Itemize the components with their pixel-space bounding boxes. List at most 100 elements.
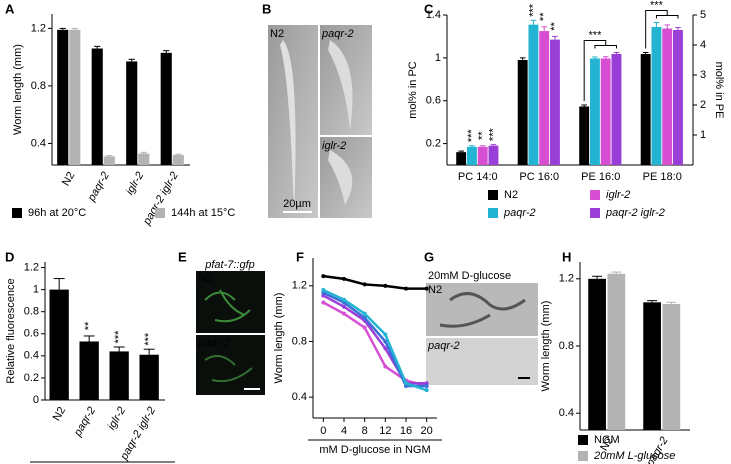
x-tick-label: N2 <box>51 405 68 423</box>
y-tick-label: 0.6 <box>24 328 39 340</box>
point <box>342 304 346 309</box>
bar <box>589 58 600 165</box>
y-axis-label: Worm length (mm) <box>273 293 285 384</box>
significance: ** <box>538 12 550 21</box>
legend-label: paqr-2 <box>503 207 536 219</box>
x-tick-label: 0 <box>320 425 326 437</box>
image-label: paqr-2 <box>197 337 230 349</box>
significance: ** <box>477 131 489 140</box>
image-label: paqr-2 <box>427 340 460 352</box>
line <box>322 291 427 388</box>
y2-tick-label: 1 <box>700 129 706 141</box>
y-axis-label: Worm length (mm) <box>540 301 552 392</box>
x-tick-label: PE 18:0 <box>643 171 682 183</box>
x-axis-label: mM D-glucose in NGM <box>319 444 430 456</box>
worm-tail <box>280 40 296 215</box>
bar <box>539 31 550 166</box>
image-label: paqr-2 <box>321 28 354 40</box>
significance: *** <box>487 128 499 142</box>
significance: *** <box>143 332 155 346</box>
x-tick-label: paqr-2 <box>71 405 98 439</box>
worm-tail <box>328 150 353 205</box>
point <box>383 332 388 337</box>
bar <box>607 273 626 430</box>
image-label: iglr-2 <box>322 140 346 152</box>
line <box>323 274 427 290</box>
bar <box>662 28 673 165</box>
bar <box>69 29 81 166</box>
legend-swatch <box>590 208 600 218</box>
y2-axis-label: mol% in PE <box>713 62 725 119</box>
x-tick-label: N2 <box>60 170 77 188</box>
legend-label: paqr-2 iglr-2 <box>605 207 665 219</box>
x-tick-label: PC 14:0 <box>458 171 498 183</box>
significance-bracket <box>645 10 679 49</box>
panel-label: C <box>424 1 434 16</box>
bar <box>172 154 184 165</box>
point <box>342 311 346 316</box>
y-tick-label: 0.4 <box>292 391 307 403</box>
image-label: N2 <box>270 28 284 40</box>
x-tick-label: 20 <box>421 425 433 437</box>
point <box>321 274 326 279</box>
y2-tick-label: 3 <box>700 69 706 81</box>
bar <box>139 354 159 400</box>
bar <box>138 153 150 165</box>
y-axis-label: Worm length (mm) <box>12 44 24 135</box>
y-tick-label: 0.8 <box>31 80 46 92</box>
x-tick-label: 8 <box>362 425 368 437</box>
legend-label: NGM <box>594 434 620 446</box>
bar <box>588 278 606 430</box>
bar <box>640 54 651 165</box>
legend-swatch <box>578 435 588 445</box>
x-tick-label: 12 <box>379 425 391 437</box>
y-tick-label: 0.4 <box>24 350 39 362</box>
y-tick-label: 0.8 <box>559 340 574 352</box>
y-tick-label: 0 <box>33 394 39 406</box>
image-title: pfat-7::gfp <box>204 259 255 271</box>
image-label: N2 <box>198 273 212 285</box>
scale-bar-label: 20µm <box>283 198 311 210</box>
point <box>321 300 326 305</box>
fluorescence-image <box>196 271 265 333</box>
y-axis-label: Relative fluorescence <box>5 278 17 383</box>
legend-swatch <box>155 208 165 218</box>
significance: ** <box>549 21 561 30</box>
point <box>424 286 429 291</box>
significance: *** <box>113 330 125 344</box>
legend-label: 20mM L-glucose <box>593 450 675 462</box>
point <box>362 282 367 287</box>
bar <box>643 302 661 430</box>
bar <box>611 54 622 165</box>
bar <box>579 106 590 165</box>
bar <box>651 27 662 165</box>
legend-swatch <box>488 208 498 218</box>
panel-label: D <box>5 249 14 264</box>
legend-swatch <box>578 451 588 461</box>
bar <box>126 61 138 166</box>
point <box>383 346 388 351</box>
x-tick-label: 4 <box>341 425 347 437</box>
worm <box>439 292 526 328</box>
panel-label: B <box>262 1 271 16</box>
line <box>322 288 428 392</box>
bar <box>662 304 681 430</box>
bar <box>528 24 539 166</box>
fluorescence-image <box>196 335 265 395</box>
x-tick-label: iglr-2 <box>124 170 147 197</box>
worm-tail <box>328 40 353 130</box>
point <box>342 276 346 281</box>
significance: *** <box>650 0 664 11</box>
significance-bracket <box>583 40 617 101</box>
bar <box>160 52 172 166</box>
y2-tick-label: 5 <box>700 9 706 21</box>
significance: *** <box>466 129 478 143</box>
point <box>383 283 388 288</box>
y-tick-label: 1.4 <box>426 9 441 21</box>
x-tick-label: 16 <box>400 425 412 437</box>
bar <box>488 145 499 165</box>
y-axis-label: mol% in PC <box>407 61 419 119</box>
legend-label: iglr-2 <box>606 189 630 201</box>
panel-label: A <box>5 1 15 16</box>
y2-tick-label: 4 <box>700 39 706 51</box>
